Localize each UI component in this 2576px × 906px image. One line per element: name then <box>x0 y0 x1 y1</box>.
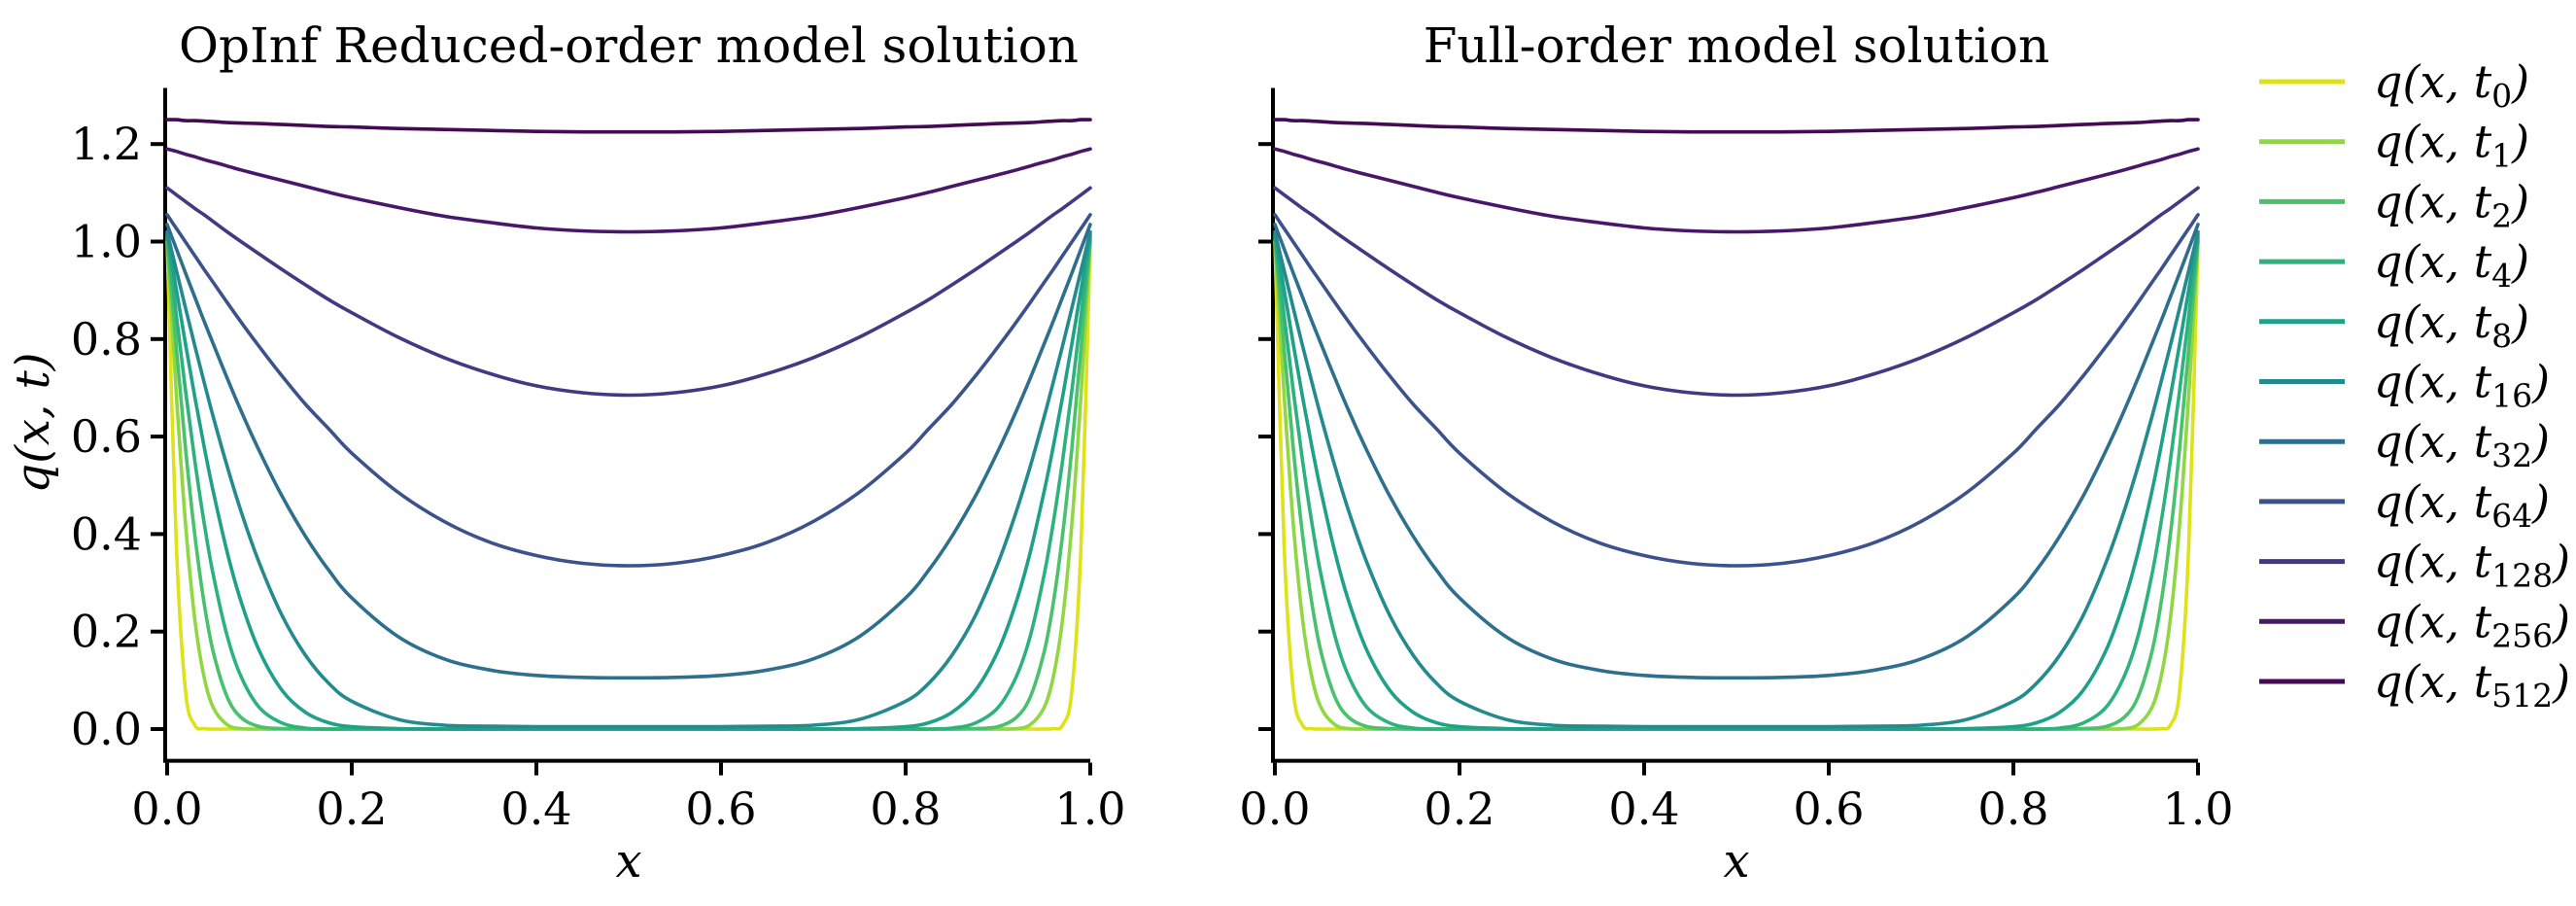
x-tick-label: 1.0 <box>2162 783 2233 835</box>
legend-label: q(x, t16) <box>2374 356 2550 415</box>
curve-q-t8 <box>165 232 1092 731</box>
x-tick-label: 0.8 <box>1977 783 2048 835</box>
legend: q(x, t0)q(x, t1)q(x, t2)q(x, t4)q(x, t8)… <box>2259 55 2570 714</box>
curve-q-t512 <box>1273 118 2200 134</box>
x-tick-label: 1.0 <box>1054 783 1125 835</box>
legend-label: q(x, t4) <box>2374 235 2529 295</box>
legend-item: q(x, t128) <box>2259 536 2570 595</box>
x-tick-label: 0.4 <box>500 783 571 835</box>
legend-label: q(x, t0) <box>2374 55 2529 115</box>
curve-q-t512 <box>165 118 1092 134</box>
y-tick-label: 0.0 <box>71 703 142 755</box>
legend-item: q(x, t256) <box>2259 595 2570 654</box>
curve-q-t32 <box>165 223 1092 680</box>
right-panel-axes: 0.0 0.2 0.4 0.6 0.8 1.0 <box>1239 87 2234 835</box>
legend-item: q(x, t8) <box>2259 296 2529 355</box>
legend-item: q(x, t512) <box>2259 655 2570 714</box>
left-panel-curves <box>165 118 1092 731</box>
legend-item: q(x, t64) <box>2259 475 2550 535</box>
legend-item: q(x, t32) <box>2259 415 2550 474</box>
curve-q-t8 <box>1273 232 2200 731</box>
legend-label: q(x, t64) <box>2374 475 2550 535</box>
legend-label: q(x, t32) <box>2374 415 2550 474</box>
x-tick-label: 0.0 <box>131 783 202 835</box>
legend-label: q(x, t128) <box>2374 536 2570 595</box>
curve-q-t64 <box>1273 213 2200 568</box>
y-tick-label: 1.0 <box>71 216 142 268</box>
legend-item: q(x, t16) <box>2259 356 2550 415</box>
legend-label: q(x, t2) <box>2374 175 2529 234</box>
y-tick-label: 1.2 <box>71 118 142 170</box>
legend-item: q(x, t1) <box>2259 116 2529 175</box>
legend-label: q(x, t1) <box>2374 116 2529 175</box>
curve-q-t128 <box>165 186 1092 398</box>
x-tick-label: 0.2 <box>316 783 387 835</box>
x-tick-label: 0.6 <box>685 783 756 835</box>
curve-q-t16 <box>165 229 1092 729</box>
x-tick-label: 0.2 <box>1424 783 1494 835</box>
left-panel: OpInf Reduced-order model solution x q(x… <box>6 17 1126 889</box>
x-tick-label: 0.6 <box>1793 783 1864 835</box>
curve-q-t16 <box>1273 229 2200 729</box>
legend-item: q(x, t4) <box>2259 235 2529 295</box>
y-tick-label: 0.4 <box>71 507 142 560</box>
right-panel-x-axis-label: x <box>1723 834 1749 889</box>
left-panel-x-axis-label: x <box>615 834 641 889</box>
left-panel-title: OpInf Reduced-order model solution <box>179 17 1079 74</box>
curve-q-t256 <box>1273 147 2200 234</box>
legend-item: q(x, t2) <box>2259 175 2529 234</box>
left-panel-y-axis-label: q(x, t) <box>6 352 60 493</box>
curve-q-t64 <box>165 213 1092 568</box>
right-panel: Full-order model solution x 0.0 0.2 0.4 0.6… <box>1239 17 2233 889</box>
x-tick-label: 0.4 <box>1608 783 1679 835</box>
right-panel-title: Full-order model solution <box>1424 17 2050 74</box>
curve-q-t128 <box>1273 186 2200 398</box>
y-tick-label: 0.6 <box>71 410 142 463</box>
legend-item: q(x, t0) <box>2259 55 2529 115</box>
x-tick-label: 0.8 <box>870 783 941 835</box>
y-tick-label: 0.2 <box>71 606 142 658</box>
right-panel-curves <box>1273 118 2200 731</box>
x-tick-label: 0.0 <box>1239 783 1310 835</box>
legend-label: q(x, t256) <box>2374 595 2570 654</box>
legend-label: q(x, t512) <box>2374 655 2570 714</box>
curve-q-t256 <box>165 147 1092 234</box>
left-panel-axes: 0.0 0.2 0.4 0.6 0.8 1.0 0.0 0.2 0.4 0.6 0.8 1.0 1.2 <box>71 87 1126 835</box>
y-tick-label: 0.8 <box>71 313 142 366</box>
legend-label: q(x, t8) <box>2374 296 2529 355</box>
curve-q-t32 <box>1273 223 2200 680</box>
